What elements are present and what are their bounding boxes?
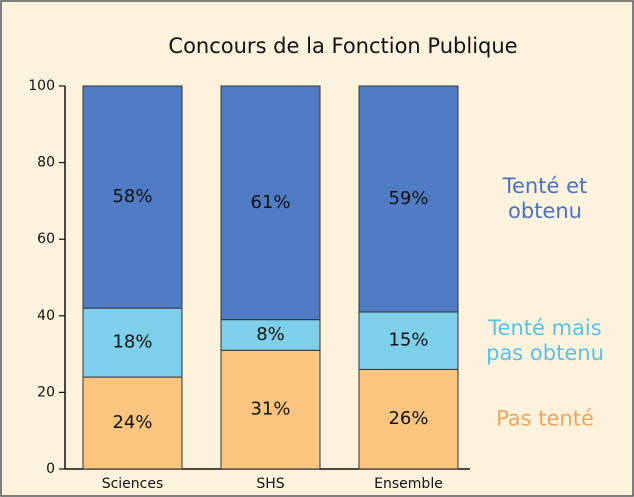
value-label: 59% bbox=[388, 188, 428, 209]
y-tick-label: 20 bbox=[37, 384, 55, 400]
value-label: 8% bbox=[256, 324, 285, 345]
bar-segment bbox=[358, 85, 459, 313]
x-tick-label: Ensemble bbox=[374, 476, 443, 492]
bar-segment bbox=[82, 307, 183, 378]
bar-segment bbox=[220, 85, 321, 321]
y-tick-label: 0 bbox=[46, 461, 55, 477]
value-label: 58% bbox=[112, 186, 152, 207]
bar-segment bbox=[82, 376, 183, 470]
bar-segment bbox=[358, 368, 459, 470]
value-label: 61% bbox=[250, 192, 290, 213]
bar-segment bbox=[220, 319, 321, 351]
y-tick-label: 100 bbox=[28, 78, 55, 94]
value-label: 31% bbox=[250, 399, 290, 420]
y-tick-label: 80 bbox=[37, 155, 55, 171]
value-label: 18% bbox=[112, 332, 152, 353]
x-tick-label: Sciences bbox=[102, 476, 164, 492]
bar-segment bbox=[220, 349, 321, 470]
legend-label: Tenté mais pas obtenu bbox=[486, 315, 604, 365]
value-label: 26% bbox=[388, 408, 428, 429]
x-tick-label: SHS bbox=[256, 476, 284, 492]
chart-title: Concours de la Fonction Publique bbox=[168, 34, 517, 58]
bar-segment bbox=[82, 85, 183, 309]
value-label: 24% bbox=[112, 412, 152, 433]
legend-label: Tenté et obtenu bbox=[502, 173, 588, 223]
bar-segment bbox=[358, 311, 459, 370]
y-tick-label: 40 bbox=[37, 308, 55, 324]
legend-label: Pas tenté bbox=[496, 406, 594, 431]
value-label: 15% bbox=[388, 330, 428, 351]
y-tick-label: 60 bbox=[37, 231, 55, 247]
